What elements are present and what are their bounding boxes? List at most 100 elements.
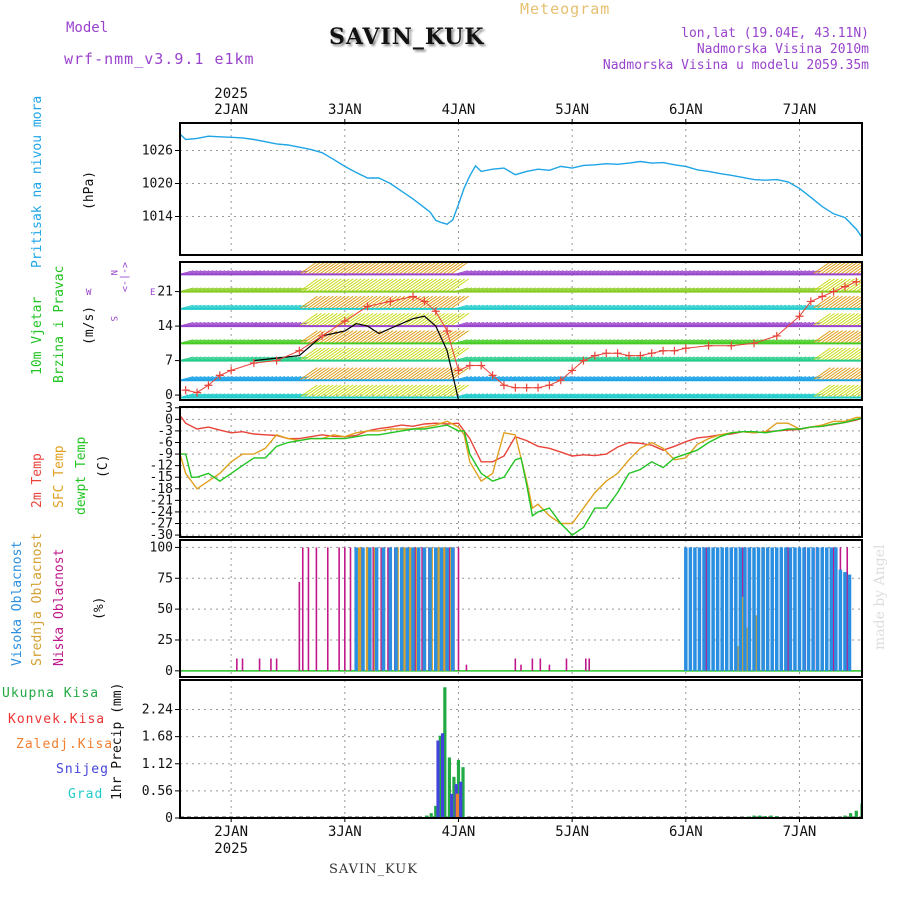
cloud-mid_cloud-bar [436,547,440,671]
wind-barb [346,367,366,381]
wind-barb [820,367,839,381]
cloud-high_cloud-bar [847,574,852,671]
wind-barb [307,347,326,361]
wind-barb [402,278,422,292]
wind-gust-marker [272,356,281,365]
cloud-high_cloud-bar [829,547,834,671]
precip-snow-bar [436,740,440,818]
wind-barb [342,347,362,361]
ytick-label: -15 [150,470,173,485]
wind-barb [310,384,330,398]
wind-barb [394,295,414,310]
wind-barb [303,278,322,292]
wind-barb [450,384,469,398]
precip-legend-conv: Konvek.Kisa [8,712,106,727]
wind-barb [350,295,370,310]
cloud-high_cloud-bar [784,547,788,671]
wind-barb [338,384,358,398]
cloud-low_cloud-bar [241,658,244,671]
wind-barb [354,330,374,344]
wind-barb [402,262,422,275]
wind-barb [374,313,394,327]
wind-barb [314,367,334,381]
wind-barb [326,278,346,292]
wind-barb [310,347,330,361]
wind-barb [418,384,438,398]
wind-barb [820,347,839,361]
wind-barb [848,298,862,310]
cloud-low_cloud-bar [349,547,352,671]
wind-barb [430,384,449,398]
wind-barb [350,313,370,327]
wind-barb [844,347,862,361]
wind-barb [382,347,402,361]
altitude-label: Nadmorska Visina 2010m [696,42,869,57]
precip-total_precip-bar [854,810,858,818]
wind-barb [334,262,354,275]
wind-barb [342,367,362,381]
wind-barb [414,313,434,327]
cloud-high_cloud-bar [775,547,779,671]
cloud-high_cloud-bar [688,547,693,671]
wind-barb [406,347,426,361]
ytick-label: 21 [157,285,173,300]
wind-barb [318,295,338,310]
wind-barb [303,347,322,361]
wind-barb [410,347,430,361]
ytick-label: 50 [157,602,173,617]
wind-barb [326,347,346,361]
wind-barb [840,313,859,327]
wind-barb [310,278,330,292]
wind-barb [303,313,322,327]
wind-barb [303,367,322,381]
cloud-high_cloud-bar [394,547,398,671]
wind-barb [314,278,334,292]
wind-gust-marker [818,292,827,301]
wind-barb [446,313,465,327]
wind-gust-marker [431,307,440,316]
wind-barb [314,347,334,361]
cloud-mid_cloud-bar [443,547,447,671]
ytick-label: 1014 [142,210,173,225]
wind-barb [394,347,414,361]
wind-barb [386,295,406,310]
wind-barb [326,313,346,327]
cloud-low_cloud-bar [846,547,849,671]
cloud-high_cloud-bar [834,547,838,671]
wind-barb [398,330,418,344]
wind-barb [394,367,414,381]
precip-total_precip-bar [429,813,433,818]
cloud-high_cloud-bar [434,547,438,671]
wind-barb [824,347,843,361]
wind-barb [442,330,461,344]
wind-barb [299,262,318,275]
wind-barb [338,278,358,292]
cloud-low_cloud-bar [236,658,238,671]
wind-barb [422,278,441,292]
wind-barb [848,264,862,275]
wind-barb [378,330,398,344]
wind-barb [836,347,855,361]
wind-barb [832,262,851,275]
wind-barb [414,295,434,310]
cloud-low_cloud-bar [315,547,318,671]
precip-total_precip-bar [769,815,773,818]
wind-gust-marker [488,371,497,380]
cloud-low_cloud-bar [275,658,278,671]
x-year-top: 2025 [214,86,248,102]
wind-barb [346,278,366,292]
cloud-high_cloud-bar [720,547,724,671]
wind-barb [358,313,378,327]
ytick-label: 1.12 [142,757,173,772]
xtick-label-top: 5JAN [555,102,589,118]
wind-barb [358,330,378,344]
wind-gust-marker [750,339,759,348]
ytick-label: 75 [157,571,173,586]
cloud-high_cloud-bar [802,547,806,671]
wind-barb [370,384,390,398]
wind-barb [426,384,445,398]
wind-barb [832,384,851,398]
wind-barb [426,347,445,361]
wind-barb [812,295,831,310]
wind-barb [382,313,402,327]
